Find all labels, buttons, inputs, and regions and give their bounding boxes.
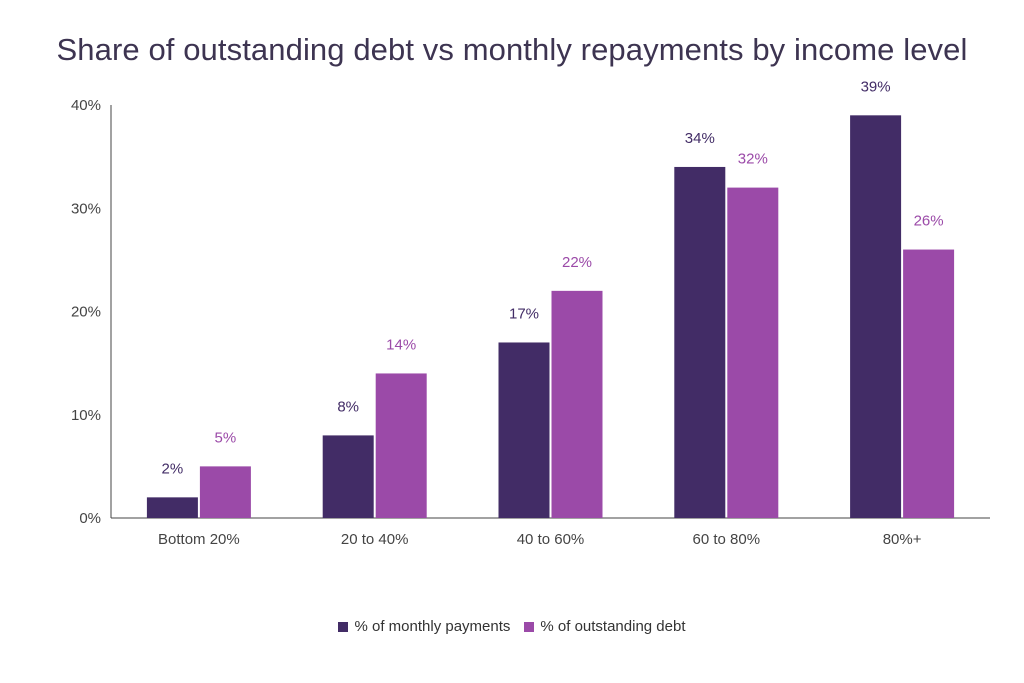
legend-label-outstanding-debt: % of outstanding debt xyxy=(540,618,686,635)
bar-monthly-payments xyxy=(850,115,902,518)
data-label-monthly-payments: 2% xyxy=(162,460,184,477)
x-tick-label: 60 to 80% xyxy=(693,531,761,548)
x-tick-label: 40 to 60% xyxy=(517,531,585,548)
bar-monthly-payments xyxy=(674,166,726,518)
bar-monthly-payments xyxy=(146,497,198,518)
data-label-monthly-payments: 8% xyxy=(337,398,359,415)
bar-outstanding-debt xyxy=(375,373,427,518)
data-label-outstanding-debt: 14% xyxy=(386,336,416,353)
x-tick-label: 20 to 40% xyxy=(341,531,409,548)
y-tick-label: 40% xyxy=(71,97,101,114)
data-label-outstanding-debt: 5% xyxy=(215,429,237,446)
legend-item-monthly-payments: % of monthly payments xyxy=(338,618,510,635)
y-tick-label: 20% xyxy=(71,304,101,321)
data-label-monthly-payments: 17% xyxy=(509,305,539,322)
data-label-outstanding-debt: 32% xyxy=(738,151,768,168)
legend-item-outstanding-debt: % of outstanding debt xyxy=(524,618,686,635)
bar-outstanding-debt xyxy=(727,187,779,518)
legend-label-monthly-payments: % of monthly payments xyxy=(354,618,511,635)
bar-outstanding-debt xyxy=(199,466,251,518)
x-tick-label: Bottom 20% xyxy=(158,531,240,548)
legend: % of monthly payments % of outstanding d… xyxy=(0,618,1024,635)
bar-outstanding-debt xyxy=(903,249,955,519)
data-label-monthly-payments: 34% xyxy=(685,130,715,147)
y-tick-label: 10% xyxy=(71,407,101,424)
data-label-monthly-payments: 39% xyxy=(861,78,891,95)
legend-swatch-outstanding-debt xyxy=(524,621,535,632)
data-label-outstanding-debt: 22% xyxy=(562,254,592,271)
bar-monthly-payments xyxy=(322,435,374,518)
bar-outstanding-debt xyxy=(551,290,603,518)
y-tick-label: 30% xyxy=(71,200,101,217)
bar-monthly-payments xyxy=(498,342,550,518)
data-label-outstanding-debt: 26% xyxy=(914,213,944,230)
y-tick-label: 0% xyxy=(79,510,101,527)
x-tick-label: 80%+ xyxy=(883,531,922,548)
legend-swatch-monthly-payments xyxy=(338,621,349,632)
chart-title: Share of outstanding debt vs monthly rep… xyxy=(56,32,968,67)
